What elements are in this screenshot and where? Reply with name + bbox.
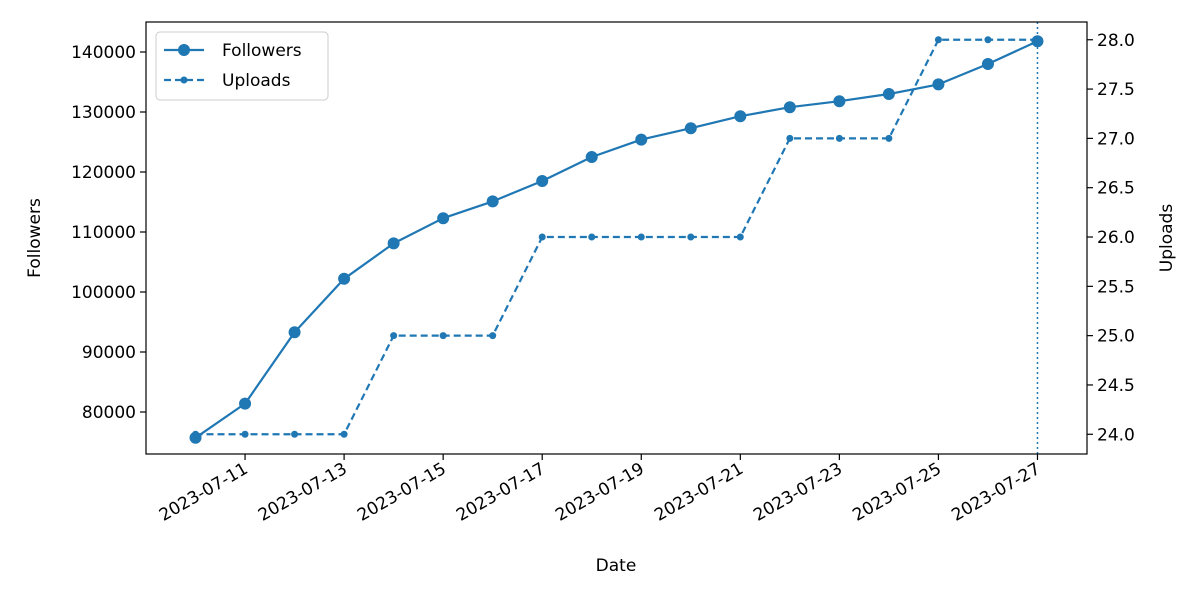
series-layer — [189, 35, 1044, 444]
followers-data-point — [585, 151, 598, 163]
uploads-data-point — [984, 36, 992, 44]
x-tick-label: 2023-07-11 — [156, 459, 252, 526]
uploads-data-point — [291, 430, 299, 438]
legend-uploads-label: Uploads — [222, 71, 291, 91]
followers-series-line — [194, 40, 1038, 439]
x-tick-label: 2023-07-25 — [849, 459, 945, 526]
y-right-axis-label: Uploads — [1157, 204, 1177, 273]
followers-data-point — [635, 133, 648, 146]
uploads-data-point — [885, 134, 893, 142]
y-right-tick-label: 28.0 — [1097, 31, 1135, 51]
y-right-tick-label: 26.5 — [1097, 179, 1135, 199]
x-tick-label: 2023-07-27 — [948, 459, 1044, 526]
y-left-tick-label: 90000 — [82, 343, 136, 363]
uploads-data-point — [588, 233, 596, 241]
followers-data-point — [882, 88, 895, 100]
followers-data-point — [387, 237, 400, 250]
y-left-tick-label: 80000 — [82, 403, 136, 423]
y-left-tick-label: 120000 — [71, 163, 136, 183]
x-tick-label: 2023-07-23 — [750, 459, 846, 526]
x-tick-label: 2023-07-21 — [651, 459, 747, 526]
y-right-tick-label: 25.0 — [1097, 327, 1135, 347]
x-axis-ticks: 2023-07-11 2023-07-13 2023-07-15 2023-07-17… — [156, 454, 1044, 526]
x-tick-label: 2023-07-17 — [453, 459, 549, 526]
uploads-data-point — [439, 332, 447, 340]
followers-data-point — [684, 122, 697, 135]
y-right-tick-label: 27.5 — [1097, 80, 1135, 100]
followers-data-point — [833, 95, 846, 108]
followers-data-point — [734, 110, 747, 123]
followers-data-point — [981, 58, 994, 70]
followers-data-point — [536, 175, 549, 187]
followers-data-point — [783, 101, 796, 114]
legend: Followers Uploads — [155, 31, 329, 101]
uploads-data-point — [687, 233, 695, 241]
legend-followers-marker — [178, 44, 190, 56]
y-right-tick-label: 24.0 — [1097, 425, 1135, 445]
uploads-data-point — [538, 233, 546, 241]
legend-uploads-marker — [180, 76, 188, 84]
followers-data-point — [437, 212, 450, 225]
uploads-data-point — [637, 233, 645, 241]
x-tick-label: 2023-07-15 — [354, 459, 450, 526]
x-axis-label: Date — [596, 556, 637, 576]
y-right-tick-label: 25.5 — [1097, 277, 1135, 297]
x-tick-label: 2023-07-13 — [255, 459, 351, 526]
legend-followers-label: Followers — [222, 41, 302, 61]
y-left-tick-label: 140000 — [71, 43, 136, 63]
uploads-data-point — [736, 233, 744, 241]
y-right-axis-ticks: 24.0 24.5 25.0 25.5 26.0 26.5 27.0 27.5 28.0 — [1087, 31, 1135, 445]
uploads-data-point — [390, 332, 398, 340]
y-left-tick-label: 100000 — [71, 283, 136, 303]
uploads-data-point — [835, 134, 843, 142]
followers-data-point — [239, 397, 252, 410]
plot-frame — [145, 21, 1088, 455]
followers-data-point — [338, 272, 351, 285]
uploads-data-point — [489, 332, 497, 340]
uploads-data-point — [786, 134, 794, 142]
y-right-tick-label: 26.0 — [1097, 228, 1135, 248]
y-right-tick-label: 27.0 — [1097, 129, 1135, 149]
uploads-data-point — [1033, 36, 1041, 44]
followers-data-point — [932, 78, 945, 91]
y-left-axis-label: Followers — [25, 198, 45, 278]
uploads-data-point — [340, 430, 348, 438]
y-right-tick-label: 24.5 — [1097, 376, 1135, 396]
y-left-tick-label: 130000 — [71, 103, 136, 123]
y-left-tick-label: 110000 — [71, 223, 136, 243]
y-left-axis-ticks: 80000 90000 100000 110000 120000 130000 140000 — [71, 43, 146, 423]
x-tick-label: 2023-07-19 — [552, 459, 648, 526]
uploads-data-point — [192, 430, 200, 438]
followers-data-point — [288, 326, 301, 339]
followers-data-point — [486, 195, 499, 208]
uploads-data-point — [934, 36, 942, 44]
uploads-series-line — [195, 38, 1038, 436]
uploads-data-point — [241, 430, 249, 438]
